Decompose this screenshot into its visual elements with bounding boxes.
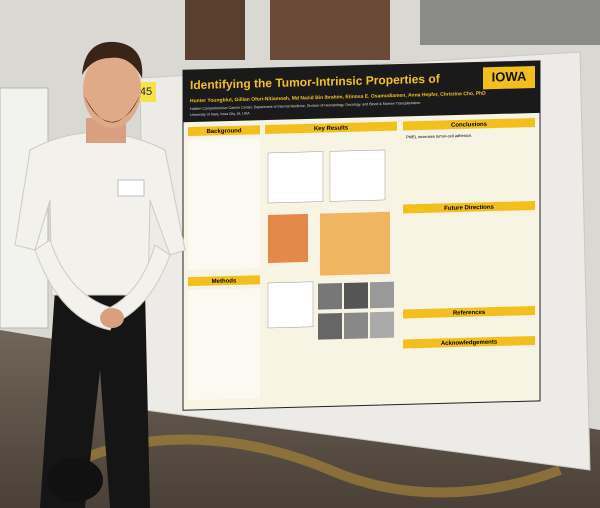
affiliation: Holden Comprehensive Cancer Center, Depa… <box>190 101 420 111</box>
poster-title: Identifying the Tumor-Intrinsic Properti… <box>190 72 441 93</box>
board-number: 45 <box>140 86 152 98</box>
section-heading: Key Results <box>314 125 349 132</box>
table-figure <box>320 211 390 276</box>
figure <box>267 151 324 204</box>
micrograph <box>318 313 342 340</box>
logo: IOWA <box>492 69 527 85</box>
text-block <box>188 138 260 271</box>
hands <box>100 308 124 328</box>
section-heading-box <box>265 121 397 135</box>
hair <box>82 41 143 78</box>
micrograph <box>344 282 368 309</box>
section-heading-box <box>403 200 535 214</box>
wood-panel <box>185 0 245 60</box>
section-heading: Future Directions <box>444 205 494 212</box>
section-heading-box <box>188 275 260 287</box>
section-heading: References <box>453 310 486 317</box>
person <box>14 41 186 508</box>
name-badge <box>117 179 145 197</box>
poster-header <box>183 60 540 123</box>
micrograph <box>318 283 342 310</box>
trousers <box>40 290 150 508</box>
wood-panel <box>270 0 390 60</box>
conclusion-text: PMEL increases tumor-cell adhesion. <box>406 133 472 140</box>
bag <box>47 458 103 502</box>
text-block <box>188 288 260 401</box>
micrograph <box>370 311 394 339</box>
figure <box>267 281 314 329</box>
section-heading-box <box>403 305 535 319</box>
face <box>83 52 141 128</box>
section-heading-box <box>403 335 535 349</box>
poster: Identifying the Tumor-Intrinsic Properti… <box>182 60 541 411</box>
section-heading-box <box>403 117 535 131</box>
shirt <box>14 132 186 296</box>
beard <box>84 95 140 123</box>
logo-box <box>483 65 535 90</box>
section-heading-box <box>188 125 260 137</box>
figure <box>329 149 386 202</box>
section-heading: Conclusions <box>451 122 488 129</box>
heatmap <box>268 213 308 263</box>
section-heading: Methods <box>212 278 237 285</box>
section-heading: Acknowledgements <box>441 340 498 347</box>
section-heading: Background <box>206 128 241 135</box>
location: University of Iowa, Iowa City, IA, USA <box>190 111 250 117</box>
micrograph <box>370 281 394 309</box>
board-number-tag <box>136 82 156 102</box>
micrograph <box>344 312 368 339</box>
ceiling <box>420 0 600 45</box>
